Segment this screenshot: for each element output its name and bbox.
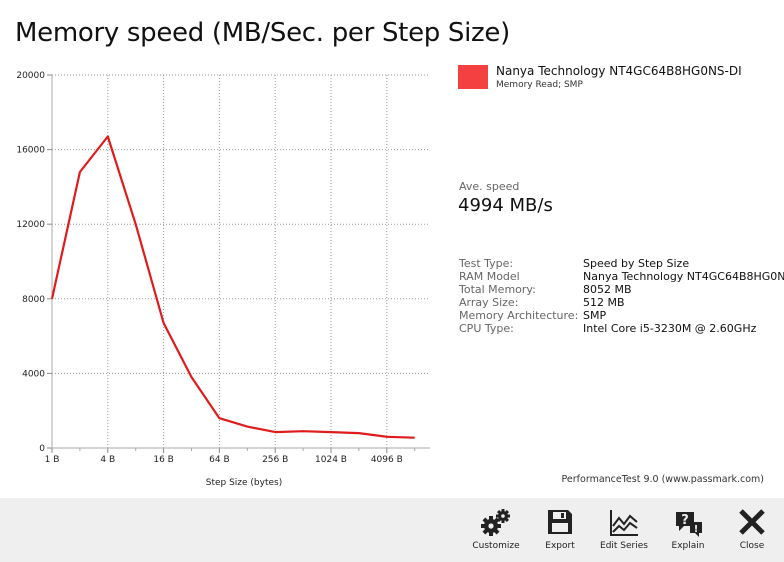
info-label: RAM Model [459, 270, 520, 283]
info-value: Intel Core i5-3230M @ 2.60GHz [583, 322, 757, 335]
customize-button[interactable]: Customize [464, 498, 528, 562]
close-label: Close [739, 541, 765, 551]
x-axis-ticks: 1 B 4 B 16 B 64 B 256 B 1024 B 4096 B [45, 455, 403, 465]
x-tick-label: 64 B [209, 455, 230, 465]
info-row: RAM Model Nanya Technology NT4GC64B8HG0N [459, 270, 784, 283]
y-axis-ticks: 0 4000 8000 12000 16000 20000 [16, 71, 45, 454]
info-row: Test Type: Speed by Step Size [459, 257, 784, 270]
info-row: Array Size: 512 MB [459, 296, 784, 309]
info-row: Memory Architecture: SMP [459, 309, 784, 322]
save-disk-icon [548, 510, 572, 534]
info-value: 512 MB [583, 296, 625, 309]
info-label: Total Memory: [459, 283, 536, 296]
y-tick-label: 12000 [16, 220, 45, 230]
customize-label: Customize [472, 541, 520, 551]
svg-text:!: ! [694, 524, 699, 535]
info-value: Speed by Step Size [583, 257, 690, 270]
svg-text:?: ? [681, 513, 689, 528]
x-tick-label: 16 B [153, 455, 174, 465]
x-tick-label: 1 B [45, 455, 60, 465]
info-value: SMP [583, 309, 607, 322]
legend-series-name: Nanya Technology NT4GC64B8HG0NS-DI [496, 64, 742, 78]
line-chart: 0 4000 8000 12000 16000 20000 1 B 4 B 16 B 64 B 2… [16, 71, 430, 488]
help-bubbles-icon: ? ! [676, 512, 702, 537]
bottom-toolbar: Customize Export Edit Series ? ! Explain [0, 498, 784, 562]
export-label: Export [545, 541, 575, 551]
info-row: CPU Type: Intel Core i5-3230M @ 2.60GHz [459, 322, 784, 335]
info-label: Test Type: [459, 257, 514, 270]
info-value: Nanya Technology NT4GC64B8HG0N [583, 270, 784, 283]
legend-series-subtitle: Memory Read; SMP [496, 80, 583, 90]
line-graph-icon [610, 510, 638, 536]
x-tick-label: 1024 B [315, 455, 347, 465]
x-tick-label: 4096 B [371, 455, 403, 465]
y-tick-label: 0 [39, 444, 45, 454]
test-info: Test Type: Speed by Step Size RAM Model … [459, 257, 784, 335]
close-button[interactable]: Close [720, 498, 784, 562]
average-speed-label: Ave. speed [459, 180, 520, 193]
average-speed-value: 4994 MB/s [458, 195, 553, 216]
y-tick-label: 16000 [16, 146, 45, 156]
x-tick-label: 256 B [262, 455, 288, 465]
x-tick-label: 4 B [100, 455, 115, 465]
x-axis-label: Step Size (bytes) [206, 478, 283, 488]
chart-title: Memory speed (MB/Sec. per Step Size) [15, 18, 510, 48]
info-label: CPU Type: [459, 322, 514, 335]
chart-grid [47, 74, 430, 453]
y-tick-label: 4000 [22, 369, 45, 379]
info-row: Total Memory: 8052 MB [459, 283, 784, 296]
edit-series-label: Edit Series [600, 541, 648, 551]
gears-icon [481, 509, 510, 536]
legend-swatch [458, 65, 488, 89]
explain-button[interactable]: ? ! Explain [656, 498, 720, 562]
info-label: Memory Architecture: [459, 309, 579, 322]
info-value: 8052 MB [583, 283, 632, 296]
series-line [50, 135, 415, 439]
edit-series-button[interactable]: Edit Series [592, 498, 656, 562]
export-button[interactable]: Export [528, 498, 592, 562]
close-icon [739, 509, 765, 535]
app-credit: PerformanceTest 9.0 (www.passmark.com) [561, 474, 764, 485]
y-tick-label: 20000 [16, 71, 45, 81]
chart-series [50, 135, 415, 439]
explain-label: Explain [671, 541, 705, 551]
y-tick-label: 8000 [22, 295, 45, 305]
info-label: Array Size: [459, 296, 519, 309]
